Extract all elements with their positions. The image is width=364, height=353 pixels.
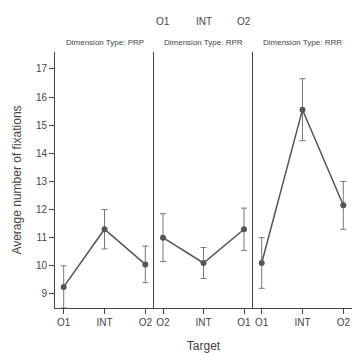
svg-text:17: 17 xyxy=(36,63,48,74)
svg-text:11: 11 xyxy=(37,232,48,243)
svg-text:O2: O2 xyxy=(337,317,351,328)
svg-text:INT: INT xyxy=(294,317,310,328)
svg-text:9: 9 xyxy=(41,288,47,299)
svg-text:13: 13 xyxy=(36,176,48,187)
svg-text:Dimension Type: RRR: Dimension Type: RRR xyxy=(263,38,342,47)
svg-text:14: 14 xyxy=(36,148,48,159)
svg-text:Dimension Type: PRP: Dimension Type: PRP xyxy=(66,38,144,47)
svg-text:INT: INT xyxy=(196,16,212,27)
svg-text:O2: O2 xyxy=(139,317,153,328)
svg-text:O2: O2 xyxy=(156,317,170,328)
svg-text:INT: INT xyxy=(195,317,211,328)
svg-text:O1: O1 xyxy=(57,317,71,328)
svg-text:Dimension Type: RPR: Dimension Type: RPR xyxy=(164,38,243,47)
svg-text:15: 15 xyxy=(36,120,48,131)
svg-text:O1: O1 xyxy=(255,317,269,328)
svg-text:O1: O1 xyxy=(156,16,170,27)
svg-text:O1: O1 xyxy=(237,317,251,328)
svg-text:Average number of fixations: Average number of fixations xyxy=(10,105,24,254)
svg-text:12: 12 xyxy=(36,204,48,215)
svg-text:INT: INT xyxy=(96,317,112,328)
svg-text:16: 16 xyxy=(36,92,48,103)
svg-text:O2: O2 xyxy=(237,16,251,27)
svg-text:10: 10 xyxy=(36,260,48,271)
svg-text:Target: Target xyxy=(187,339,221,353)
